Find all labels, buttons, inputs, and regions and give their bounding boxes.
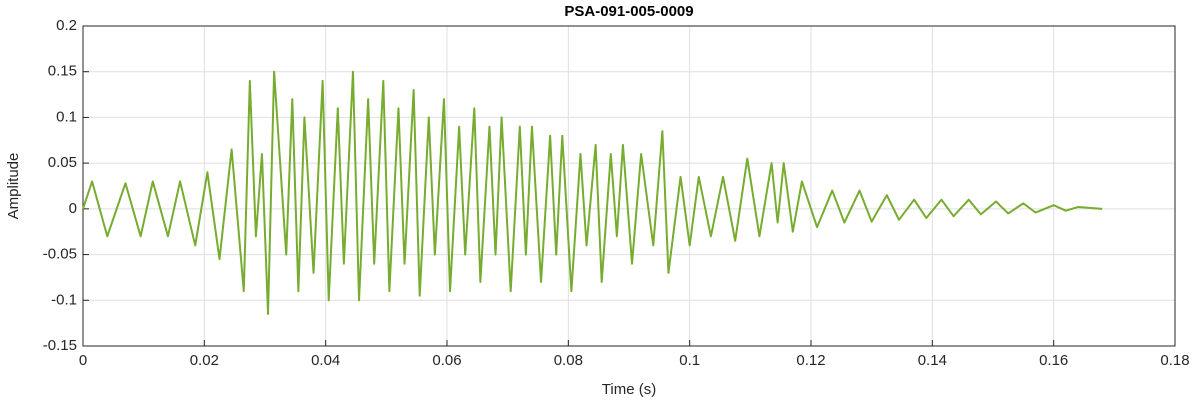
x-tick-label: 0.18 <box>1160 352 1189 369</box>
chart-title: PSA-091-005-0009 <box>564 3 693 20</box>
x-tick-label: 0.08 <box>554 352 583 369</box>
x-tick-label: 0.02 <box>190 352 219 369</box>
y-tick-label: 0 <box>69 200 77 217</box>
x-tick-label: 0.04 <box>311 352 340 369</box>
x-tick-label: 0.1 <box>679 352 700 369</box>
y-tick-label: 0.1 <box>56 108 77 125</box>
y-tick-label: -0.1 <box>51 291 77 308</box>
x-tick-label: 0.12 <box>796 352 825 369</box>
y-tick-label: 0.15 <box>48 63 77 80</box>
y-tick-label: -0.05 <box>43 246 77 263</box>
y-axis-label: Amplitude <box>5 153 22 220</box>
y-tick-label: 0.2 <box>56 17 77 34</box>
y-tick-label: 0.05 <box>48 154 77 171</box>
plot-frame <box>82 25 1176 347</box>
x-tick-label: 0.16 <box>1039 352 1068 369</box>
x-axis-label: Time (s) <box>602 381 656 398</box>
y-tick-label: -0.15 <box>43 337 77 354</box>
x-tick-label: 0 <box>79 352 87 369</box>
x-tick-label: 0.14 <box>918 352 947 369</box>
x-tick-label: 0.06 <box>432 352 461 369</box>
data-line <box>82 70 1103 315</box>
